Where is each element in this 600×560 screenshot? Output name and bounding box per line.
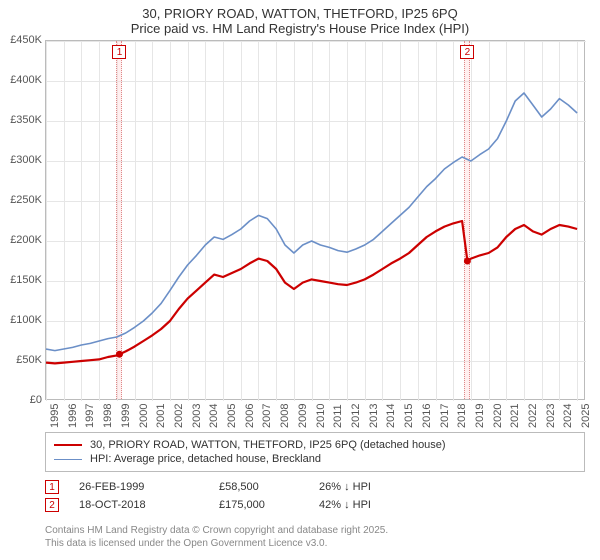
x-axis-label: 1997 [84, 404, 96, 428]
title-line1: 30, PRIORY ROAD, WATTON, THETFORD, IP25 … [0, 6, 600, 21]
x-axis-label: 2015 [403, 404, 415, 428]
x-axis-label: 2012 [350, 404, 362, 428]
x-axis-label: 2009 [297, 404, 309, 428]
x-axis-label: 2011 [332, 404, 344, 428]
legend-row: 30, PRIORY ROAD, WATTON, THETFORD, IP25 … [54, 439, 576, 451]
x-axis-label: 2001 [155, 404, 167, 428]
x-axis-label: 2002 [173, 404, 185, 428]
y-axis-label: £350K [0, 114, 42, 126]
x-axis-label: 2024 [562, 404, 574, 428]
x-axis-label: 1995 [49, 404, 61, 428]
x-axis-label: 2003 [191, 404, 203, 428]
x-axis-label: 2014 [385, 404, 397, 428]
chart-plot-area: 12 [45, 40, 585, 400]
sale-badge: 1 [45, 480, 59, 494]
sale-delta: 26% ↓ HPI [319, 481, 371, 493]
sale-point [116, 351, 123, 358]
y-axis-label: £0 [0, 394, 42, 406]
x-axis-label: 2007 [261, 404, 273, 428]
y-axis-label: £50K [0, 354, 42, 366]
legend-swatch [54, 459, 82, 460]
x-axis-label: 2017 [439, 404, 451, 428]
y-axis-label: £300K [0, 154, 42, 166]
attribution-line1: Contains HM Land Registry data © Crown c… [45, 524, 585, 537]
x-axis-label: 1996 [67, 404, 79, 428]
sale-point [464, 258, 471, 265]
sale-date: 18-OCT-2018 [79, 499, 199, 511]
y-axis-label: £250K [0, 194, 42, 206]
x-axis-label: 2022 [527, 404, 539, 428]
attribution-line2: This data is licensed under the Open Gov… [45, 537, 585, 550]
x-axis-label: 2020 [492, 404, 504, 428]
legend: 30, PRIORY ROAD, WATTON, THETFORD, IP25 … [45, 432, 585, 472]
sale-price: £58,500 [219, 481, 299, 493]
chart-title-block: 30, PRIORY ROAD, WATTON, THETFORD, IP25 … [0, 0, 600, 38]
sale-date: 26-FEB-1999 [79, 481, 199, 493]
x-axis-label: 2023 [545, 404, 557, 428]
series-hpi [46, 93, 577, 351]
sale-badge: 2 [45, 498, 59, 512]
legend-swatch [54, 444, 82, 446]
title-line2: Price paid vs. HM Land Registry's House … [0, 21, 600, 36]
y-axis-label: £200K [0, 234, 42, 246]
series-property [46, 221, 577, 363]
x-axis-label: 2025 [580, 404, 592, 428]
legend-label: 30, PRIORY ROAD, WATTON, THETFORD, IP25 … [90, 439, 446, 451]
y-axis-label: £450K [0, 34, 42, 46]
x-axis-label: 2013 [368, 404, 380, 428]
x-axis-label: 2008 [279, 404, 291, 428]
y-axis-label: £400K [0, 74, 42, 86]
legend-label: HPI: Average price, detached house, Brec… [90, 453, 321, 465]
attribution: Contains HM Land Registry data © Crown c… [45, 524, 585, 550]
x-axis-label: 2018 [456, 404, 468, 428]
x-axis-label: 2019 [474, 404, 486, 428]
x-axis-label: 2000 [138, 404, 150, 428]
chart-svg [46, 41, 586, 401]
x-axis-label: 2010 [315, 404, 327, 428]
sales-table: 1 26-FEB-1999 £58,500 26% ↓ HPI 2 18-OCT-2018… [45, 476, 585, 516]
sale-price: £175,000 [219, 499, 299, 511]
sale-row: 2 18-OCT-2018 £175,000 42% ↓ HPI [45, 498, 585, 512]
y-axis-label: £100K [0, 314, 42, 326]
legend-row: HPI: Average price, detached house, Brec… [54, 453, 576, 465]
x-axis-label: 1998 [102, 404, 114, 428]
sale-delta: 42% ↓ HPI [319, 499, 371, 511]
x-axis-label: 2006 [244, 404, 256, 428]
x-axis-label: 1999 [120, 404, 132, 428]
x-axis-label: 2016 [421, 404, 433, 428]
y-axis-label: £150K [0, 274, 42, 286]
sale-row: 1 26-FEB-1999 £58,500 26% ↓ HPI [45, 480, 585, 494]
x-axis-label: 2004 [208, 404, 220, 428]
x-axis-label: 2005 [226, 404, 238, 428]
x-axis-label: 2021 [509, 404, 521, 428]
